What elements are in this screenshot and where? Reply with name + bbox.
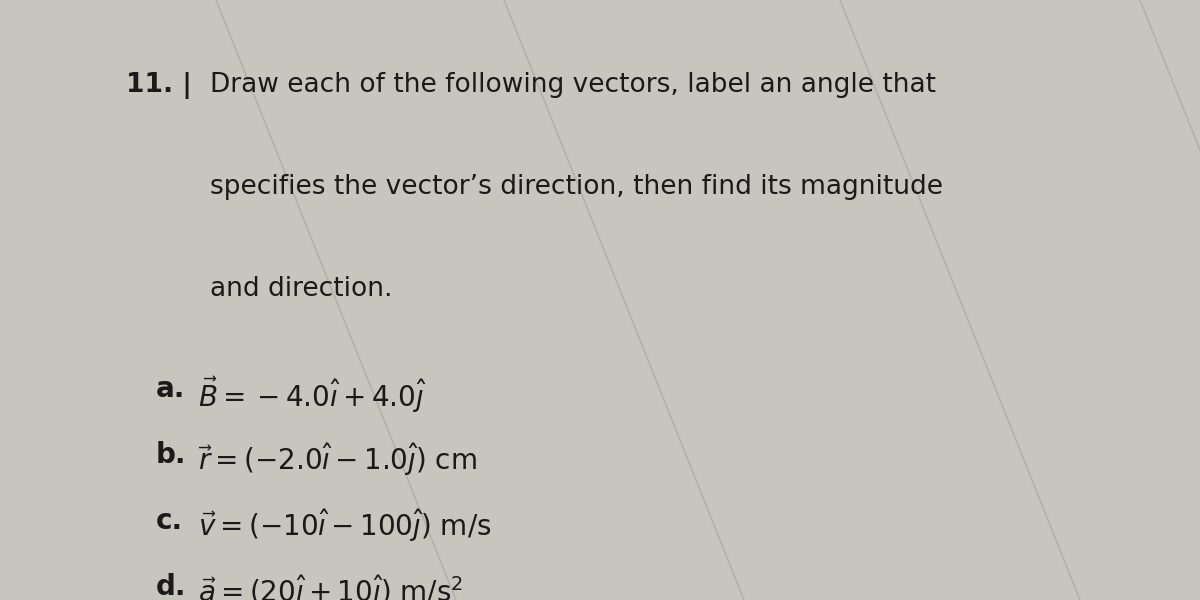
Text: c.: c. <box>156 507 184 535</box>
Text: 11. |: 11. | <box>126 72 192 99</box>
Text: $\vec{r} = (-2.0\hat{\imath} - 1.0\hat{\jmath})$ cm: $\vec{r} = (-2.0\hat{\imath} - 1.0\hat{\… <box>198 441 476 478</box>
Text: d.: d. <box>156 573 186 600</box>
Text: $\vec{v} = (-10\hat{\imath} - 100\hat{\jmath})$ m/s: $\vec{v} = (-10\hat{\imath} - 100\hat{\j… <box>198 507 492 544</box>
Text: $\vec{a} = (20\hat{\imath} + 10\hat{\jmath})$ m/s$^2$: $\vec{a} = (20\hat{\imath} + 10\hat{\jma… <box>198 573 463 600</box>
Text: a.: a. <box>156 375 185 403</box>
Text: b.: b. <box>156 441 186 469</box>
Text: specifies the vector’s direction, then find its magnitude: specifies the vector’s direction, then f… <box>210 174 943 200</box>
Text: Draw each of the following vectors, label an angle that: Draw each of the following vectors, labe… <box>210 72 936 98</box>
Text: and direction.: and direction. <box>210 276 392 302</box>
Text: $\vec{B} = -4.0\hat{\imath} + 4.0\hat{\jmath}$: $\vec{B} = -4.0\hat{\imath} + 4.0\hat{\j… <box>198 375 427 415</box>
